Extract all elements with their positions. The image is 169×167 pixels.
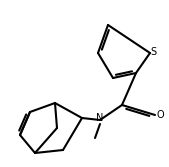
Text: S: S: [150, 47, 156, 57]
Text: N: N: [96, 113, 104, 123]
Text: O: O: [156, 110, 164, 120]
